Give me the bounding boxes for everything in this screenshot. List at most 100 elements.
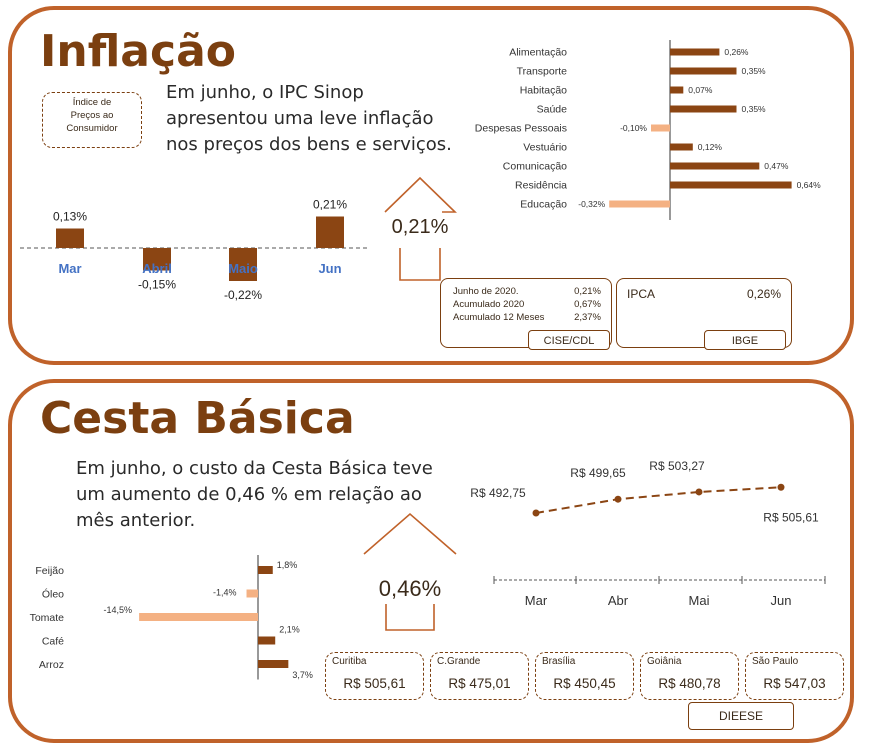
- city-value: R$ 450,45: [553, 676, 616, 691]
- cise-row: Junho de 2020. 0,21%: [453, 285, 601, 298]
- month-tick-label: Maio: [228, 261, 258, 276]
- product-label: Café: [42, 636, 64, 648]
- cise-row-value: 0,21%: [574, 286, 601, 297]
- cesta-price-line-chart: R$ 492,75 Mar R$ 499,65 Abr R$ 503,27 Mai R$ 5…: [470, 459, 826, 608]
- city-name: São Paulo: [752, 656, 799, 667]
- ipc-label-box: Índice de Preços ao Consumidor: [42, 92, 142, 148]
- cesta-panel: [8, 379, 854, 743]
- month-tick-label: Mar: [58, 261, 81, 276]
- category-bar: [651, 124, 670, 132]
- product-value-label: 1,8%: [277, 560, 298, 570]
- ipca-value: 0,26%: [746, 287, 781, 301]
- product-value-label: 3,7%: [292, 670, 313, 680]
- category-label: Saúde: [537, 104, 568, 116]
- cise-row: Acumulado 2020 0,67%: [453, 298, 601, 311]
- price-point-label: R$ 505,61: [763, 510, 819, 524]
- category-value-label: 0,35%: [742, 66, 767, 76]
- month-bar: [143, 248, 171, 271]
- up-arrow-icon: [384, 176, 457, 281]
- ipca-label: IPCA: [627, 287, 656, 301]
- month-tick-label: Abr: [608, 593, 629, 608]
- month-bar: [229, 248, 257, 281]
- description-line: mês anterior.: [76, 510, 196, 531]
- price-point-label: R$ 503,27: [649, 459, 705, 473]
- category-value-label: 0,47%: [764, 161, 789, 171]
- product-bar: [139, 613, 258, 621]
- category-label: Transporte: [517, 66, 568, 78]
- category-bar: [670, 162, 760, 170]
- product-bar: [258, 660, 289, 668]
- product-label: Óleo: [42, 588, 64, 601]
- description-line: Em junho, o custo da Cesta Básica teve: [76, 458, 433, 479]
- category-value-label: -0,10%: [620, 123, 647, 133]
- city-value: R$ 547,03: [763, 676, 826, 691]
- category-value-label: 0,35%: [742, 104, 767, 114]
- category-label: Educação: [520, 199, 567, 211]
- product-bar: [258, 636, 276, 645]
- city-box: C.Grande R$ 475,01: [430, 652, 529, 700]
- category-bar: [670, 86, 684, 94]
- category-label: Comunicação: [503, 161, 567, 173]
- price-point-label: R$ 499,65: [570, 466, 626, 480]
- category-bar: [670, 181, 792, 189]
- city-value: R$ 475,01: [448, 676, 511, 691]
- category-bar: [609, 200, 670, 208]
- ipc-label-line: Preços ao: [70, 110, 114, 121]
- category-bar: [670, 48, 720, 56]
- category-label: Habitação: [520, 85, 567, 97]
- month-tick-label: Mar: [525, 593, 548, 608]
- month-bar: [56, 228, 84, 248]
- category-label: Vestuário: [523, 142, 567, 154]
- category-label: Residência: [515, 180, 567, 192]
- product-bar: [246, 589, 258, 598]
- description-line: Em junho, o IPC Sinop: [166, 82, 364, 103]
- price-point-label: R$ 492,75: [470, 486, 526, 500]
- product-label: Tomate: [30, 612, 65, 624]
- category-bar: [670, 105, 737, 113]
- monthly-ipc-chart: 0,13% Mar -0,15% Abril -0,22% Maio 0,21% Jun: [20, 198, 370, 302]
- cise-row-value: 2,37%: [574, 312, 601, 323]
- category-label: Despesas Pessoais: [475, 123, 567, 135]
- product-price-chart: Feijão 1,8% Óleo -1,4% Tomate -14,5% Café 2,1% A…: [30, 555, 313, 680]
- category-value-label: 0,12%: [698, 142, 723, 152]
- city-box: Goiânia R$ 480,78: [640, 652, 739, 700]
- dieese-source: DIEESE: [688, 702, 794, 730]
- category-value-label: 0,64%: [797, 180, 822, 190]
- cise-row-value: 0,67%: [574, 299, 601, 310]
- cesta-headline-value: 0,46%: [378, 576, 442, 601]
- inflacao-title: Inflação: [40, 26, 237, 77]
- description-line: nos preços dos bens e serviços.: [166, 134, 452, 155]
- month-tick-label: Mai: [689, 593, 710, 608]
- inflacao-headline-value: 0,21%: [391, 216, 449, 238]
- city-box: Curitiba R$ 505,61: [325, 652, 424, 700]
- up-arrow-icon: [363, 512, 457, 631]
- product-value-label: 2,1%: [279, 625, 300, 635]
- month-bar: [316, 216, 344, 248]
- product-bar: [258, 566, 273, 574]
- city-name: Curitiba: [332, 656, 367, 667]
- city-name: Goiânia: [647, 656, 682, 667]
- category-value-label: 0,07%: [688, 85, 713, 95]
- bar-value-label: -0,15%: [138, 278, 176, 292]
- description-line: um aumento de 0,46 % em relação ao: [76, 484, 422, 505]
- price-series-line: [535, 486, 782, 514]
- bar-value-label: 0,21%: [313, 198, 347, 212]
- city-value: R$ 505,61: [343, 676, 406, 691]
- price-point: [614, 495, 622, 503]
- month-tick-label: Jun: [771, 593, 792, 608]
- price-point: [695, 488, 703, 496]
- city-name: C.Grande: [437, 656, 481, 667]
- cise-row-label: Acumulado 2020: [453, 299, 525, 310]
- inflacao-description: Em junho, o IPC Sinop apresentou uma lev…: [166, 80, 452, 158]
- product-value-label: -14,5%: [103, 605, 132, 615]
- month-tick-label: Abril: [142, 261, 172, 276]
- category-bar: [670, 67, 737, 75]
- product-label: Feijão: [35, 565, 64, 577]
- cise-row-label: Acumulado 12 Meses: [453, 312, 545, 323]
- description-line: apresentou uma leve inflação: [166, 108, 434, 129]
- ibge-box: IPCA 0,26%: [616, 278, 792, 348]
- city-name: Brasília: [542, 656, 576, 667]
- city-price-row: Curitiba R$ 505,61 C.Grande R$ 475,01 Br…: [325, 652, 845, 700]
- city-box: São Paulo R$ 547,03: [745, 652, 844, 700]
- product-label: Arroz: [39, 659, 64, 671]
